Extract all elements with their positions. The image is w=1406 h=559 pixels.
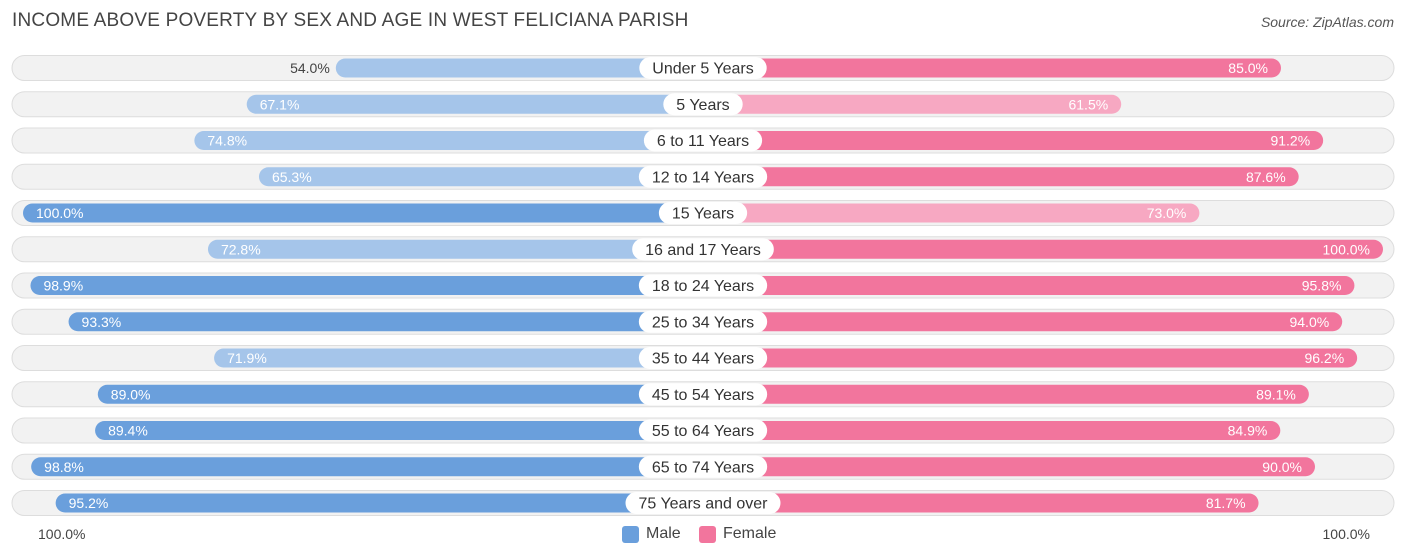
- diverging-bar-chart: 54.0% 85.0% Under 5 Years 67.1% 61.5% 5 Years…: [11, 55, 1395, 516]
- male-value-label-5: 100.0%: [36, 205, 83, 221]
- axis-right-label: 100.0%: [1322, 526, 1370, 542]
- male-value-label-7: 98.9%: [43, 278, 83, 294]
- category-label-13: 75 Years and over: [639, 496, 769, 513]
- category-pill-1: [639, 57, 767, 79]
- category-label-12: 65 to 74 Years: [652, 459, 754, 476]
- male-bar-5: [23, 203, 703, 223]
- male-value-label-4: 65.3%: [272, 169, 312, 185]
- category-pill-4: [638, 165, 768, 188]
- legend-swatch-male: [622, 525, 639, 543]
- male-bar-12: [31, 457, 704, 477]
- male-bar-10: [97, 384, 704, 404]
- category-label-11: 55 to 64 Years: [652, 423, 754, 440]
- category-pill-2: [663, 93, 743, 116]
- category-label-5: 15 Years: [672, 206, 734, 223]
- female-value-label-8: 94.0%: [1289, 314, 1329, 330]
- category-label-9: 35 to 44 Years: [652, 351, 754, 368]
- category-label-3: 6 to 11 Years: [657, 133, 749, 150]
- male-value-label-2: 67.1%: [260, 96, 300, 112]
- female-bar-2: [703, 94, 1122, 114]
- male-bar-3: [194, 131, 704, 150]
- male-bar-8: [68, 312, 703, 332]
- female-bar-8: [703, 312, 1343, 332]
- female-value-label-12: 90.0%: [1262, 459, 1302, 475]
- female-bar-5: [703, 203, 1200, 223]
- female-value-label-3: 91.2%: [1270, 133, 1310, 149]
- category-pill-13: [625, 492, 781, 514]
- legend-label-female: Female: [723, 525, 777, 542]
- male-value-label-9: 71.9%: [227, 350, 267, 366]
- category-pill-7: [638, 274, 768, 297]
- female-bar-9: [703, 348, 1358, 368]
- category-pill-11: [638, 419, 768, 442]
- male-bar-7: [30, 276, 704, 295]
- female-value-label-4: 87.6%: [1246, 169, 1286, 185]
- male-bar-6: [207, 239, 703, 259]
- male-bar-4: [258, 167, 703, 187]
- female-value-label-10: 89.1%: [1256, 386, 1296, 402]
- male-value-label-3: 74.8%: [207, 133, 247, 149]
- female-value-label-11: 84.9%: [1228, 423, 1268, 439]
- legend-label-male: Male: [646, 525, 681, 542]
- male-value-label-6: 72.8%: [221, 241, 261, 257]
- legend: Male Female: [0, 523, 1406, 547]
- category-pill-12: [638, 455, 768, 478]
- male-value-label-8: 93.3%: [82, 314, 122, 330]
- female-bar-4: [703, 167, 1299, 187]
- legend-item-female[interactable]: Female: [699, 525, 776, 543]
- category-pill-8: [638, 310, 768, 333]
- male-value-label-12: 98.8%: [44, 459, 84, 475]
- category-pill-6: [632, 238, 774, 261]
- legend-item-male[interactable]: Male: [622, 525, 681, 543]
- chart-title: INCOME ABOVE POVERTY BY SEX AND AGE IN W…: [12, 10, 689, 31]
- category-label-8: 25 to 34 Years: [652, 314, 754, 331]
- source-credit: Source: ZipAtlas.com: [1260, 14, 1394, 30]
- male-bar-13: [55, 493, 703, 513]
- category-label-1: Under 5 Years: [652, 61, 753, 78]
- category-label-7: 18 to 24 Years: [652, 278, 754, 295]
- female-value-label-9: 96.2%: [1304, 350, 1344, 366]
- male-value-label-10: 89.0%: [111, 386, 151, 402]
- female-value-label-7: 95.8%: [1302, 278, 1342, 294]
- female-value-label-6: 100.0%: [1323, 241, 1370, 257]
- category-label-10: 45 to 54 Years: [652, 387, 754, 404]
- male-value-label-11: 89.4%: [108, 423, 148, 439]
- legend-swatch-female: [699, 525, 716, 543]
- female-value-label-1: 85.0%: [1228, 60, 1268, 76]
- category-label-4: 12 to 14 Years: [652, 169, 754, 186]
- category-pill-10: [638, 383, 768, 406]
- female-bar-13: [703, 493, 1259, 513]
- female-value-label-2: 61.5%: [1068, 96, 1108, 112]
- female-bar-3: [703, 131, 1324, 150]
- male-value-label-13: 95.2%: [69, 495, 109, 511]
- female-bar-6: [703, 239, 1383, 259]
- category-pill-3: [643, 129, 763, 152]
- axis-left-label: 100.0%: [38, 526, 86, 542]
- male-bar-9: [214, 348, 703, 368]
- male-bar-1: [335, 58, 703, 78]
- female-value-label-5: 73.0%: [1147, 205, 1187, 221]
- female-bar-10: [703, 384, 1309, 404]
- male-bar-11: [95, 421, 703, 440]
- female-bar-12: [703, 457, 1315, 477]
- category-label-6: 16 and 17 Years: [645, 242, 761, 259]
- male-value-label-1: 54.0%: [290, 60, 330, 76]
- female-bar-11: [703, 421, 1281, 440]
- category-label-2: 5 Years: [676, 97, 729, 114]
- category-pill-9: [638, 347, 768, 369]
- category-pill-5: [658, 202, 748, 224]
- male-bar-2: [246, 94, 703, 114]
- female-value-label-13: 81.7%: [1206, 495, 1246, 511]
- female-bar-1: [703, 58, 1281, 78]
- female-bar-7: [703, 276, 1355, 295]
